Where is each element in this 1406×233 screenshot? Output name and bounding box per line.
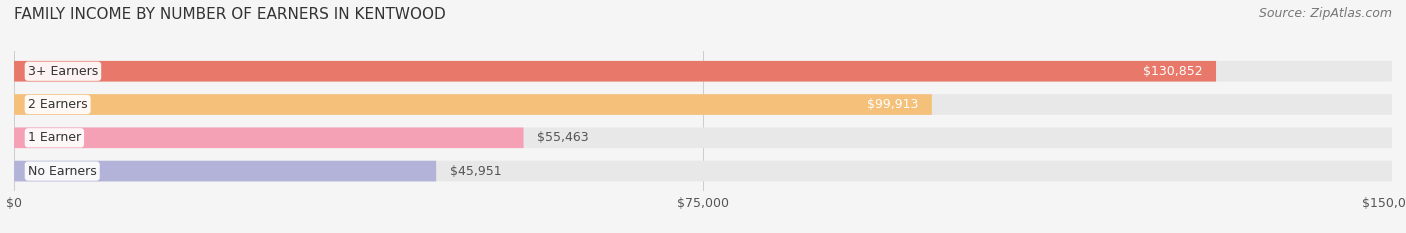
Text: $99,913: $99,913 <box>866 98 918 111</box>
Text: 3+ Earners: 3+ Earners <box>28 65 98 78</box>
Text: Source: ZipAtlas.com: Source: ZipAtlas.com <box>1258 7 1392 20</box>
FancyBboxPatch shape <box>14 127 1392 148</box>
FancyBboxPatch shape <box>14 161 436 182</box>
Text: $45,951: $45,951 <box>450 164 502 178</box>
FancyBboxPatch shape <box>14 61 1392 82</box>
FancyBboxPatch shape <box>14 94 1392 115</box>
FancyBboxPatch shape <box>14 94 932 115</box>
Text: $130,852: $130,852 <box>1143 65 1202 78</box>
Text: 1 Earner: 1 Earner <box>28 131 82 144</box>
Text: $55,463: $55,463 <box>537 131 589 144</box>
FancyBboxPatch shape <box>14 127 523 148</box>
Text: 2 Earners: 2 Earners <box>28 98 87 111</box>
FancyBboxPatch shape <box>14 61 1216 82</box>
Text: FAMILY INCOME BY NUMBER OF EARNERS IN KENTWOOD: FAMILY INCOME BY NUMBER OF EARNERS IN KE… <box>14 7 446 22</box>
FancyBboxPatch shape <box>14 161 1392 182</box>
Text: No Earners: No Earners <box>28 164 97 178</box>
